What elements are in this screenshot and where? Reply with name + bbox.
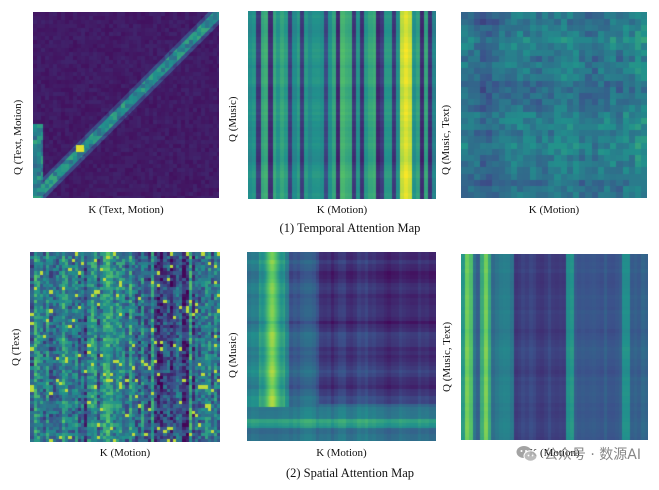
y-axis-label: Q (Text) bbox=[10, 328, 22, 366]
heatmap-spatial-text bbox=[30, 252, 220, 442]
watermark: 公众号 · 数源AI bbox=[516, 444, 641, 464]
heatmap-spatial-music-text bbox=[461, 254, 648, 440]
x-axis-label: K (Motion) bbox=[529, 447, 580, 459]
caption-spatial: (2) Spatial Attention Map bbox=[285, 466, 415, 480]
y-axis-label: Q (Music) bbox=[227, 96, 239, 142]
y-axis-label: Q (Music, Text) bbox=[440, 104, 452, 175]
watermark-text: 公众号 · 数源AI bbox=[543, 447, 641, 463]
x-axis-label: K (Motion) bbox=[316, 447, 367, 459]
x-axis-label: K (Motion) bbox=[99, 447, 151, 459]
caption-temporal: (1) Temporal Attention Map bbox=[279, 221, 421, 235]
x-axis-label: K (Motion) bbox=[528, 204, 580, 216]
heatmap-temporal-music bbox=[248, 11, 436, 199]
wechat-icon bbox=[516, 446, 538, 462]
heatmap-temporal-music-text bbox=[461, 12, 647, 198]
heatmap-temporal-text-motion bbox=[33, 12, 219, 198]
y-axis-label: Q (Text, Motion) bbox=[12, 99, 24, 175]
heatmap-spatial-music bbox=[247, 252, 436, 441]
x-axis-label: K (Motion) bbox=[316, 204, 368, 216]
y-axis-label: Q (Music) bbox=[227, 332, 239, 378]
y-axis-label: Q (Music, Text) bbox=[441, 321, 453, 392]
x-axis-label: K (Text, Motion) bbox=[88, 204, 164, 216]
